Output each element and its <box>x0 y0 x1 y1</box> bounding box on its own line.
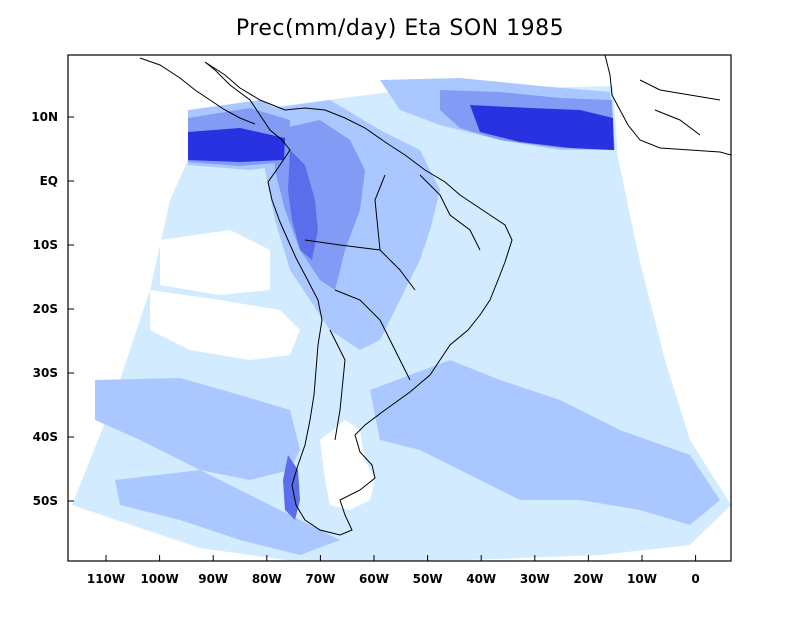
shade-level-4-andes <box>288 150 318 260</box>
lon-tick-label: 70W <box>305 572 335 586</box>
lon-tick-label: 110W <box>87 572 125 586</box>
plot-frame <box>67 54 732 562</box>
lon-tick-label: 60W <box>359 572 389 586</box>
precipitation-field <box>72 78 731 561</box>
shade-level-2-ocean-southeast <box>370 360 720 525</box>
lon-tick-label: 10W <box>627 572 657 586</box>
lon-tick-label: 0 <box>691 572 699 586</box>
lon-tick-label: 80W <box>252 572 282 586</box>
country-borders <box>304 79 721 441</box>
lat-tick-label: 30S <box>33 366 58 380</box>
lat-tick-label: 10N <box>31 110 58 124</box>
shade-level-2-south-pacific <box>115 470 340 555</box>
shade-level-5-pacific-itcz <box>188 128 285 162</box>
lon-tick-label: 30W <box>520 572 550 586</box>
lat-tick-label: 50S <box>33 494 58 508</box>
africa-outline <box>604 55 731 156</box>
central-america-outline <box>139 57 256 125</box>
lon-tick-label: 40W <box>466 572 496 586</box>
shade-level-2-ocean-south <box>95 378 300 480</box>
coastlines <box>139 55 731 536</box>
latitude-axis: 10N EQ 10S 20S 30S 40S 50S <box>31 110 74 508</box>
lat-tick-label: EQ <box>40 174 58 188</box>
dry-region-pacific-coast <box>150 290 300 360</box>
lat-tick-label: 20S <box>33 302 58 316</box>
longitude-axis: 110W 100W 90W 80W 70W 60W 50W 40W 30W 20W 10W 0 <box>87 555 700 586</box>
lon-tick-label: 90W <box>198 572 228 586</box>
south-america-outline <box>204 61 513 536</box>
lat-tick-label: 40S <box>33 430 58 444</box>
lon-tick-label: 50W <box>413 572 443 586</box>
lon-tick-label: 100W <box>140 572 178 586</box>
lat-tick-label: 10S <box>33 238 58 252</box>
dry-region-argentina <box>320 420 375 510</box>
map-title: Prec(mm/day) Eta SON 1985 <box>235 16 565 41</box>
lon-tick-label: 20W <box>573 572 603 586</box>
dry-region-south-pacific <box>160 230 270 295</box>
shade-level-5-atlantic-itcz <box>470 105 614 150</box>
